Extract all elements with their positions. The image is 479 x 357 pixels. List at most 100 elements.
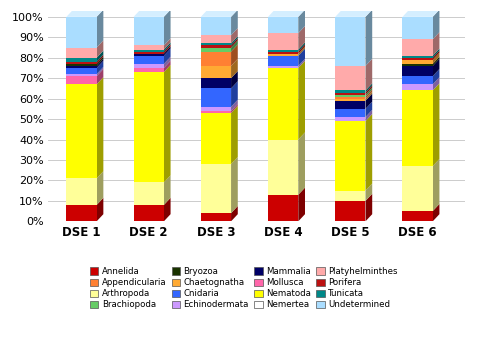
Polygon shape [335,99,365,101]
Polygon shape [335,109,365,117]
Polygon shape [268,140,298,195]
Polygon shape [201,45,231,47]
Polygon shape [298,132,305,195]
Polygon shape [231,71,238,89]
Polygon shape [298,46,305,56]
Polygon shape [67,74,97,76]
Polygon shape [67,17,97,47]
Polygon shape [97,77,103,178]
Polygon shape [97,61,103,74]
Polygon shape [268,17,298,33]
Polygon shape [164,49,171,64]
Polygon shape [433,51,439,60]
Polygon shape [67,178,97,205]
Polygon shape [164,175,171,205]
Polygon shape [298,187,305,221]
Legend: Annelida, Appendicularia, Arthropoda, Brachiopoda, Bryozoa, Chaetognatha, Cnidar: Annelida, Appendicularia, Arthropoda, Br… [86,263,401,313]
Polygon shape [97,10,103,47]
Polygon shape [134,45,164,50]
Polygon shape [231,38,238,47]
Polygon shape [134,64,164,68]
Polygon shape [67,84,97,178]
Polygon shape [97,51,103,62]
Polygon shape [433,204,439,221]
Polygon shape [164,45,171,54]
Polygon shape [402,60,433,64]
Polygon shape [164,57,171,68]
Polygon shape [402,17,433,39]
Polygon shape [335,191,365,201]
Polygon shape [433,52,439,64]
Polygon shape [164,46,171,56]
Polygon shape [365,114,372,191]
Polygon shape [231,104,238,113]
Polygon shape [201,164,231,213]
Polygon shape [402,56,433,58]
Polygon shape [268,56,298,66]
Polygon shape [402,64,433,66]
Polygon shape [134,56,164,64]
Polygon shape [298,61,305,140]
Polygon shape [365,87,372,97]
Polygon shape [433,159,439,211]
Polygon shape [134,72,164,182]
Polygon shape [433,69,439,84]
Polygon shape [268,195,298,221]
Polygon shape [201,66,231,78]
Polygon shape [365,91,372,101]
Polygon shape [402,166,433,211]
Polygon shape [231,106,238,164]
Polygon shape [231,157,238,213]
Polygon shape [134,17,164,45]
Polygon shape [268,54,298,56]
Polygon shape [164,61,171,72]
Polygon shape [298,59,305,68]
Polygon shape [67,58,97,62]
Polygon shape [231,45,238,66]
Polygon shape [134,205,164,221]
Polygon shape [298,49,305,66]
Polygon shape [365,183,372,201]
Polygon shape [164,42,171,52]
Polygon shape [164,38,171,50]
Polygon shape [231,28,238,44]
Polygon shape [335,95,365,97]
Polygon shape [365,110,372,121]
Polygon shape [335,117,365,121]
Polygon shape [164,198,171,221]
Polygon shape [268,10,305,17]
Polygon shape [268,50,298,52]
Polygon shape [335,101,365,109]
Polygon shape [335,66,365,90]
Polygon shape [201,35,231,44]
Polygon shape [97,67,103,76]
Polygon shape [97,171,103,205]
Polygon shape [402,39,433,56]
Polygon shape [201,111,231,113]
Polygon shape [231,206,238,221]
Polygon shape [433,32,439,56]
Polygon shape [67,47,97,58]
Polygon shape [201,213,231,221]
Polygon shape [67,66,97,68]
Polygon shape [67,205,97,221]
Polygon shape [67,64,97,66]
Polygon shape [67,68,97,74]
Polygon shape [402,58,433,60]
Polygon shape [201,52,231,66]
Polygon shape [365,83,372,92]
Polygon shape [335,201,365,221]
Polygon shape [134,52,164,54]
Polygon shape [335,90,365,92]
Polygon shape [201,17,231,35]
Polygon shape [433,59,439,76]
Polygon shape [335,97,365,99]
Polygon shape [164,65,171,182]
Polygon shape [97,40,103,58]
Polygon shape [365,10,372,66]
Polygon shape [67,62,97,64]
Polygon shape [201,10,238,17]
Polygon shape [231,59,238,78]
Polygon shape [433,77,439,90]
Polygon shape [433,49,439,58]
